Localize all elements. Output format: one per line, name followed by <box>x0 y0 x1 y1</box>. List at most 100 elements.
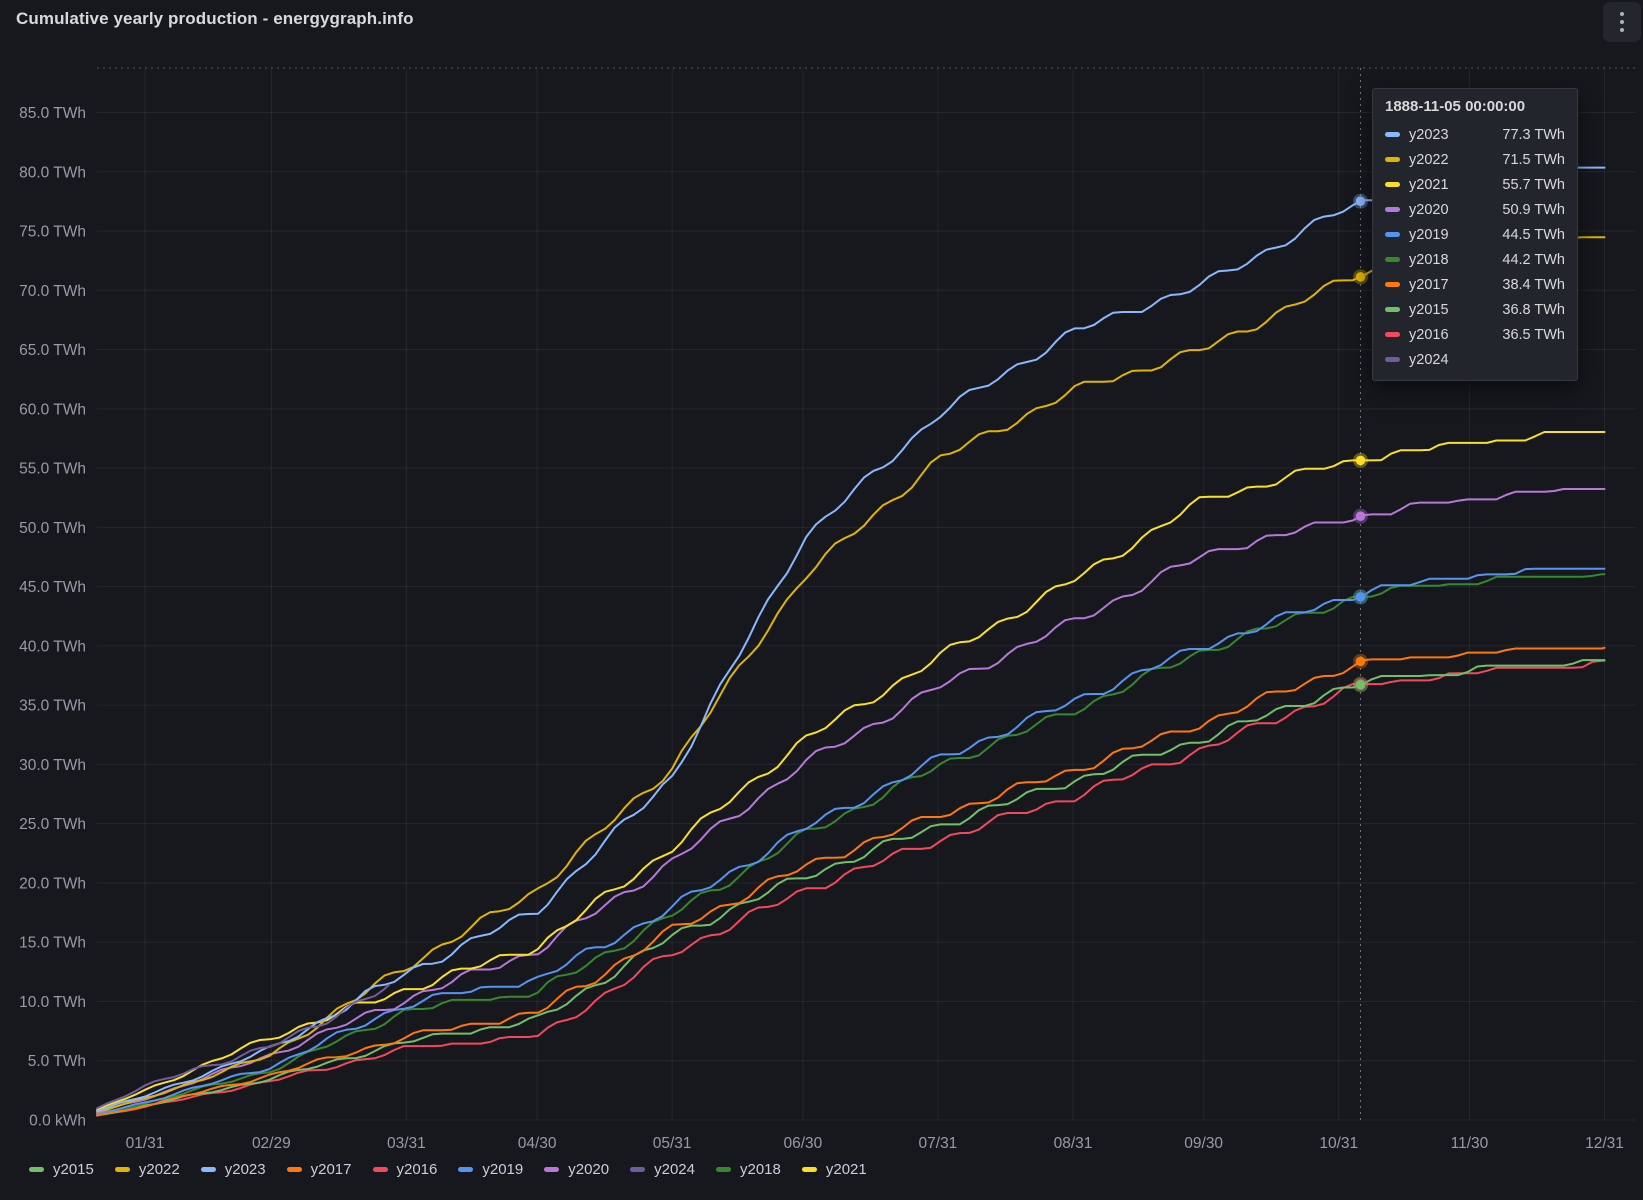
x-tick-label: 12/31 <box>1585 1135 1624 1152</box>
tooltip-row-y2023: y2023 77.3 TWh <box>1385 122 1565 147</box>
tooltip-rows: y2023 77.3 TWh y2022 71.5 TWh y2021 55.7 TWh y… <box>1385 122 1565 372</box>
legend-item-y2015[interactable]: y2015 <box>29 1161 94 1178</box>
tooltip-row-y2016: y2016 36.5 TWh <box>1385 322 1565 347</box>
y-tick-label: 85.0 TWh <box>19 105 86 122</box>
kebab-menu-icon <box>1619 11 1625 33</box>
tooltip-row-y2021: y2021 55.7 TWh <box>1385 172 1565 197</box>
tooltip-series-value: 44.2 TWh <box>1502 251 1565 268</box>
legend-label: y2024 <box>654 1161 695 1178</box>
y-tick-label: 25.0 TWh <box>19 816 86 833</box>
legend-label: y2020 <box>568 1161 610 1178</box>
series-color-chip <box>1385 157 1400 162</box>
tooltip-series-value: 55.7 TWh <box>1502 176 1565 193</box>
x-tick-label: 07/31 <box>919 1135 958 1152</box>
series-color-chip <box>1385 257 1400 262</box>
y-tick-label: 0.0 kWh <box>29 1113 86 1130</box>
y-tick-label: 80.0 TWh <box>19 164 86 181</box>
legend-color-chip <box>200 1167 216 1172</box>
crosshair <box>97 67 1636 1120</box>
hover-point-y2023 <box>1355 196 1366 206</box>
y-tick-label: 55.0 TWh <box>19 461 86 478</box>
legend-color-chip <box>29 1167 44 1172</box>
legend-item-y2017[interactable]: y2017 <box>286 1161 352 1178</box>
tooltip-series-name: y2016 <box>1409 326 1449 343</box>
tooltip-series-name: y2022 <box>1409 151 1449 168</box>
tooltip-series-name: y2018 <box>1409 251 1449 268</box>
y-tick-label: 75.0 TWh <box>19 224 86 241</box>
x-tick-label: 01/31 <box>126 1135 165 1152</box>
legend-color-chip <box>114 1167 130 1172</box>
y-tick-label: 15.0 TWh <box>19 935 86 952</box>
hover-point-y2017 <box>1355 656 1366 667</box>
legend-item-y2019[interactable]: y2019 <box>458 1161 523 1178</box>
tooltip-row-y2015: y2015 36.8 TWh <box>1385 297 1565 322</box>
y-tick-label: 30.0 TWh <box>19 757 86 774</box>
series-line-y2017 <box>96 646 1606 1117</box>
series-line-y2018 <box>96 573 1606 1115</box>
tooltip-row-y2024: y2024 <box>1385 347 1565 372</box>
legend-color-chip <box>716 1167 731 1172</box>
tooltip-series-name: y2024 <box>1409 351 1449 368</box>
legend-label: y2019 <box>482 1161 524 1178</box>
legend-item-y2024[interactable]: y2024 <box>630 1161 695 1178</box>
hover-point-y2021 <box>1355 455 1366 466</box>
series-color-chip <box>1385 232 1400 237</box>
x-tick-label: 04/30 <box>518 1135 557 1152</box>
tooltip-timestamp: 1888-11-05 00:00:00 <box>1385 98 1526 115</box>
legend-color-chip <box>372 1167 388 1172</box>
x-tick-label: 06/30 <box>783 1135 822 1152</box>
tooltip-series-name: y2023 <box>1409 126 1449 143</box>
x-tick-label: 11/30 <box>1451 1135 1489 1152</box>
series-line-y2024 <box>96 983 390 1110</box>
tooltip-row-y2020: y2020 50.9 TWh <box>1385 197 1565 222</box>
y-tick-label: 70.0 TWh <box>19 283 86 300</box>
x-tick-label: 05/31 <box>653 1135 692 1152</box>
hover-point-y2022 <box>1355 272 1366 282</box>
tooltip-series-value: 38.4 TWh <box>1502 276 1565 293</box>
series-line-y2021 <box>96 431 1606 1111</box>
x-tick-label: 09/30 <box>1184 1135 1223 1152</box>
legend-color-chip <box>286 1167 302 1172</box>
y-tick-label: 65.0 TWh <box>19 342 86 359</box>
panel-title[interactable]: Cumulative yearly production - energygra… <box>16 9 414 28</box>
legend-color-chip <box>544 1167 560 1172</box>
legend-label: y2015 <box>53 1161 94 1178</box>
legend: y2015 y2022 y2023 y2017 y2016 y2019 y2020 y2024… <box>29 1161 867 1178</box>
hover-points <box>1353 193 1369 693</box>
legend-item-y2022[interactable]: y2022 <box>114 1161 180 1178</box>
legend-label: y2021 <box>825 1161 867 1178</box>
series-color-chip <box>1385 357 1400 362</box>
tooltip-series-name: y2021 <box>1409 176 1449 193</box>
tooltip-series-value: 44.5 TWh <box>1502 226 1565 243</box>
legend-label: y2022 <box>138 1161 180 1178</box>
series-color-chip <box>1385 182 1400 187</box>
legend-label: y2023 <box>224 1161 266 1178</box>
x-tick-label: 10/31 <box>1319 1135 1358 1152</box>
tooltip-series-name: y2017 <box>1409 276 1449 293</box>
panel-menu-button[interactable] <box>1603 2 1641 42</box>
hover-point-y2015 <box>1355 680 1366 690</box>
tooltip-series-value: 71.5 TWh <box>1502 151 1565 168</box>
tooltip-series-value: 77.3 TWh <box>1502 126 1565 143</box>
tooltip-row-y2017: y2017 38.4 TWh <box>1385 272 1565 297</box>
legend-color-chip <box>801 1167 817 1172</box>
y-tick-label: 20.0 TWh <box>19 875 86 892</box>
legend-item-y2018[interactable]: y2018 <box>716 1161 781 1178</box>
series-color-chip <box>1385 282 1400 287</box>
y-axis-tick-labels: 0.0 kWh 5.0 TWh 10.0 TWh 15.0 TWh 20.0 TWh 25… <box>19 105 86 1130</box>
legend-item-y2023[interactable]: y2023 <box>200 1161 266 1178</box>
tooltip-series-value: 50.9 TWh <box>1502 201 1565 218</box>
hover-point-y2020 <box>1355 511 1366 521</box>
legend-item-y2016[interactable]: y2016 <box>372 1161 438 1178</box>
series-color-chip <box>1385 332 1400 337</box>
tooltip-series-value: 36.8 TWh <box>1502 301 1565 318</box>
legend-label: y2016 <box>396 1161 438 1178</box>
legend-label: y2018 <box>740 1161 781 1178</box>
legend-item-y2020[interactable]: y2020 <box>544 1161 609 1178</box>
legend-item-y2021[interactable]: y2021 <box>801 1161 867 1178</box>
legend-color-chip <box>630 1167 646 1172</box>
legend-color-chip <box>458 1167 474 1172</box>
